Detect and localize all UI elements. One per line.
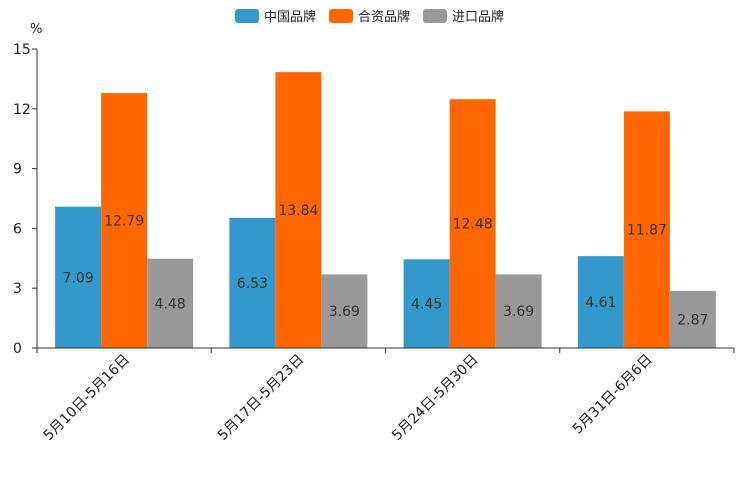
legend-swatch bbox=[423, 9, 447, 23]
x-category-label: 5月17日-5月23日 bbox=[215, 352, 307, 444]
bar bbox=[495, 274, 542, 348]
bar bbox=[577, 256, 624, 348]
data-label: 12.48 bbox=[453, 217, 493, 233]
data-label: 12.79 bbox=[104, 214, 144, 230]
y-axis-unit-label: % bbox=[30, 22, 42, 37]
data-label: 2.87 bbox=[677, 312, 708, 328]
y-tick-label: 15 bbox=[13, 42, 31, 58]
data-label: 6.53 bbox=[237, 276, 268, 292]
legend: 中国品牌 合资品牌 进口品牌 bbox=[235, 9, 504, 25]
legend-label: 中国品牌 bbox=[264, 9, 316, 25]
data-label: 7.09 bbox=[63, 270, 94, 286]
bar bbox=[275, 72, 322, 348]
y-axis: 0 3 6 9 12 15 bbox=[13, 42, 38, 357]
bar bbox=[55, 206, 102, 348]
data-label: 11.87 bbox=[627, 223, 667, 239]
data-label: 3.69 bbox=[329, 304, 360, 320]
y-tick-label: 9 bbox=[13, 162, 22, 178]
x-category-label: 5月24日-5月30日 bbox=[389, 352, 481, 444]
legend-swatch bbox=[235, 9, 259, 23]
x-axis: 5月10日-5月16日 5月17日-5月23日 5月24日-5月30日 5月31日-6… bbox=[36, 347, 735, 444]
bar bbox=[669, 290, 716, 348]
x-category-label: 5月31日-6月6日 bbox=[570, 352, 656, 438]
data-label: 3.69 bbox=[503, 304, 534, 320]
bar bbox=[623, 111, 670, 349]
legend-item: 中国品牌 bbox=[235, 9, 316, 25]
bar bbox=[229, 217, 276, 348]
bar bbox=[147, 258, 194, 348]
y-tick-label: 3 bbox=[13, 281, 22, 297]
bar bbox=[403, 259, 450, 348]
data-labels: 7.09 6.53 4.45 4.61 12.79 13.84 12.48 11.87 4.48… bbox=[63, 203, 709, 328]
legend-swatch bbox=[329, 9, 353, 23]
legend-item: 合资品牌 bbox=[329, 9, 410, 25]
legend-item: 进口品牌 bbox=[423, 9, 504, 25]
data-label: 4.48 bbox=[155, 296, 186, 312]
bar bbox=[101, 93, 148, 348]
y-tick-label: 12 bbox=[13, 102, 31, 118]
data-label: 13.84 bbox=[278, 203, 318, 219]
data-label: 4.45 bbox=[411, 297, 442, 313]
bar bbox=[321, 274, 368, 348]
bars bbox=[55, 72, 716, 349]
bar bbox=[449, 99, 496, 349]
x-category-label: 5月10日-5月16日 bbox=[41, 352, 133, 444]
y-tick-label: 0 bbox=[13, 341, 22, 357]
y-tick-label: 6 bbox=[13, 221, 22, 237]
legend-label: 合资品牌 bbox=[358, 9, 410, 25]
data-label: 4.61 bbox=[585, 295, 616, 311]
legend-label: 进口品牌 bbox=[452, 9, 504, 25]
